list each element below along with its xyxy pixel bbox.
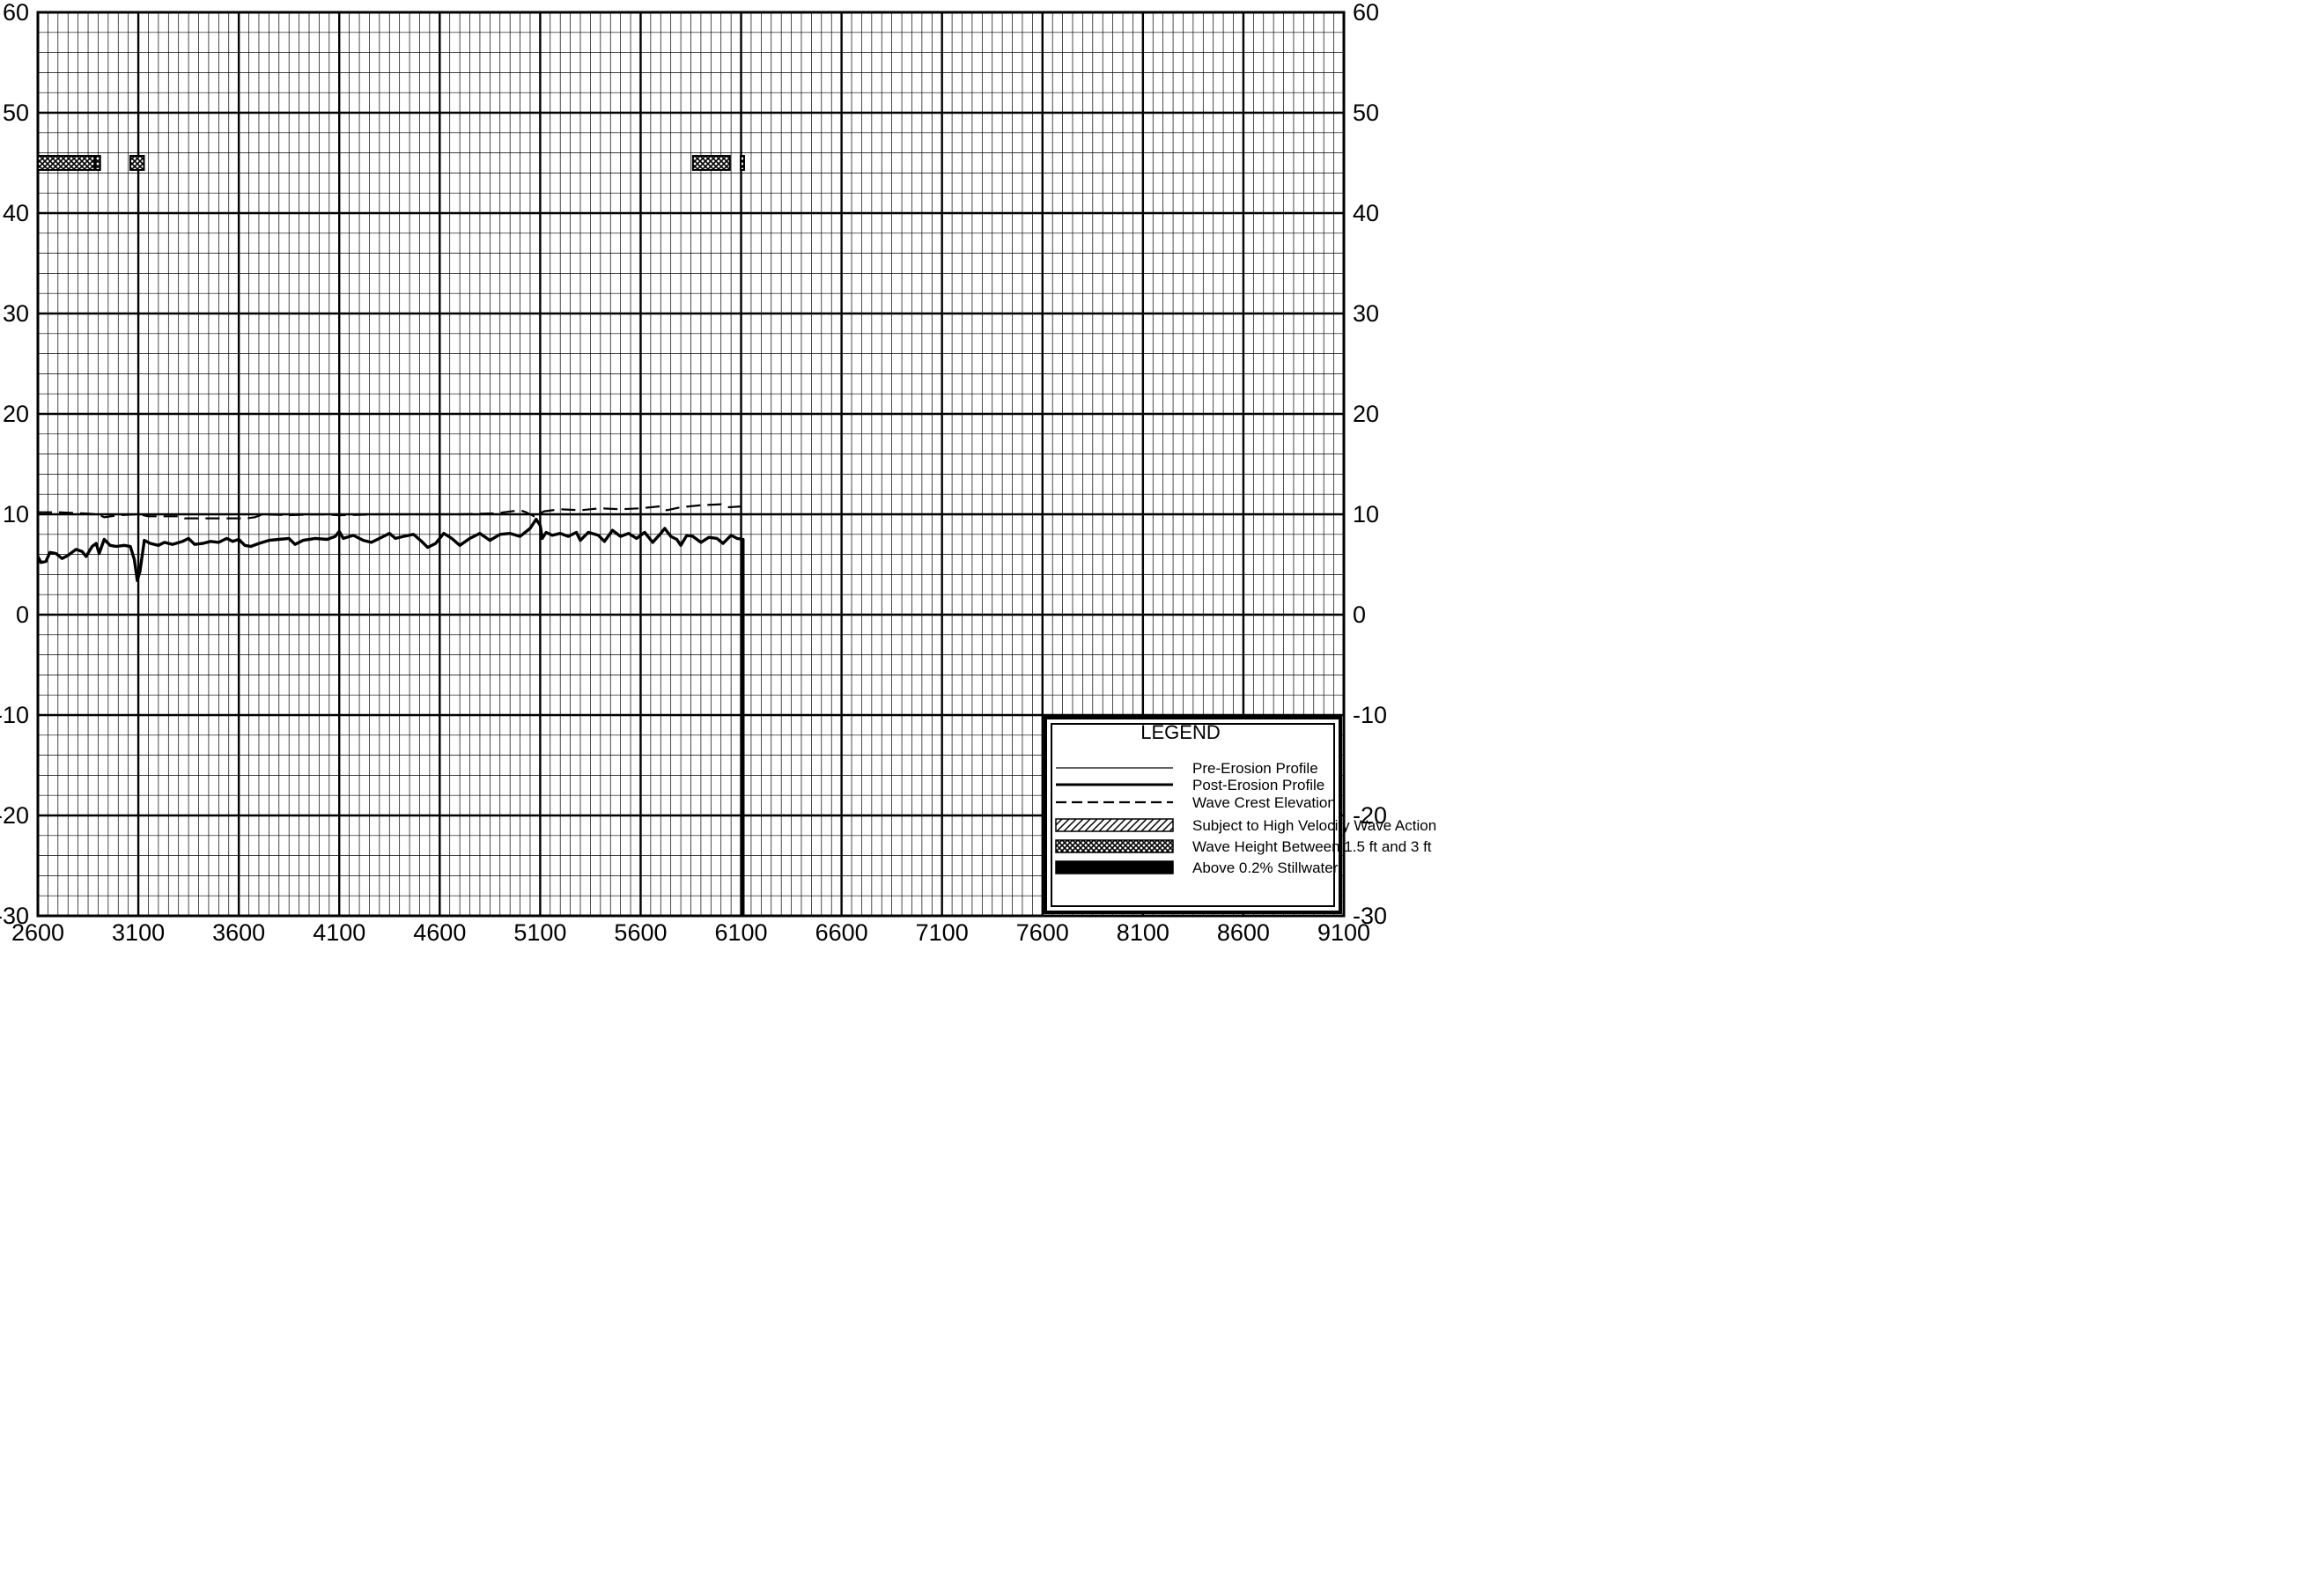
y-tick-label: -30: [0, 903, 29, 929]
y-tick-label: 20: [3, 401, 29, 427]
wave-height-zone: [94, 155, 101, 171]
y-tick-label-right: 30: [1353, 300, 1379, 327]
legend-label: Wave Height Between 1.5 ft and 3 ft: [1192, 838, 1432, 855]
y-tick-label: 60: [3, 0, 29, 26]
wave-height-zone: [129, 155, 145, 171]
legend-swatch: [1055, 860, 1174, 874]
legend-swatch: [1055, 839, 1174, 853]
x-tick-label: 6600: [815, 919, 868, 946]
y-tick-label-right: 10: [1353, 501, 1379, 527]
x-tick-label: 4600: [413, 919, 466, 946]
x-tick-labels: 2600 3100 3600 4100 4600 5100 5600 6100 6600 7100…: [11, 919, 1370, 946]
y-tick-label: 40: [3, 200, 29, 226]
y-tick-label: 0: [16, 601, 29, 628]
major-gridlines: [36, 11, 1346, 918]
x-tick-label: 8100: [1117, 919, 1169, 946]
legend-label: Post-Erosion Profile: [1192, 777, 1324, 793]
wave-zones: [37, 155, 745, 171]
y-tick-label-right: -20: [1353, 802, 1387, 829]
x-tick-label: 7600: [1016, 919, 1069, 946]
y-tick-label-right: 40: [1353, 200, 1379, 226]
y-tick-label-right: 0: [1353, 601, 1366, 628]
legend-swatch: [1055, 818, 1174, 832]
x-tick-label: 6100: [714, 919, 767, 946]
plot-frame: [36, 11, 1346, 918]
x-tick-label: 5600: [614, 919, 667, 946]
x-tick-label: 3100: [112, 919, 165, 946]
legend-label: Above 0.2% Stillwater: [1192, 859, 1339, 876]
y-tick-label: -10: [0, 702, 29, 728]
y-tick-label: -20: [0, 802, 29, 829]
legend-label: Subject to High Velocity Wave Action: [1192, 817, 1436, 834]
series-layer: [36, 503, 745, 916]
y-tick-label: 10: [3, 501, 29, 527]
x-tick-label: 2600: [11, 919, 64, 946]
y-tick-labels-right: 60 50 40 30 20 10 0 -10 -20 -30: [1353, 0, 1387, 929]
wave-crest-elevation-line: [38, 503, 743, 520]
legend-label: Pre-Erosion Profile: [1192, 760, 1318, 777]
legend-box-inner: [1051, 723, 1335, 907]
y-tick-label-right: 20: [1353, 401, 1379, 427]
legend-label: Wave Crest Elevation: [1192, 794, 1336, 811]
x-tick-label: 5100: [513, 919, 566, 946]
y-tick-label-right: 60: [1353, 0, 1379, 26]
y-tick-label-right: -10: [1353, 702, 1387, 728]
y-tick-label: 50: [3, 100, 29, 126]
legend-box-outer: [1044, 716, 1342, 914]
y-tick-label-right: 50: [1353, 100, 1379, 126]
y-tick-label-right: -30: [1353, 903, 1387, 929]
legend-title: LEGEND: [1140, 721, 1220, 743]
y-tick-label: 30: [3, 300, 29, 327]
wave-height-zone: [37, 155, 96, 171]
minor-gridlines: [38, 12, 1344, 916]
wave-height-zone: [740, 155, 745, 171]
x-tick-label: 4100: [313, 919, 365, 946]
x-tick-label: 9100: [1317, 919, 1370, 946]
x-tick-label: 3600: [212, 919, 265, 946]
post-erosion-profile-line: [36, 518, 745, 916]
x-tick-label: 7100: [916, 919, 969, 946]
x-tick-label: 8600: [1217, 919, 1270, 946]
y-tick-labels-left: 60 50 40 30 20 10 0 -10 -20 -30: [0, 0, 29, 929]
wave-height-zone: [691, 155, 731, 171]
